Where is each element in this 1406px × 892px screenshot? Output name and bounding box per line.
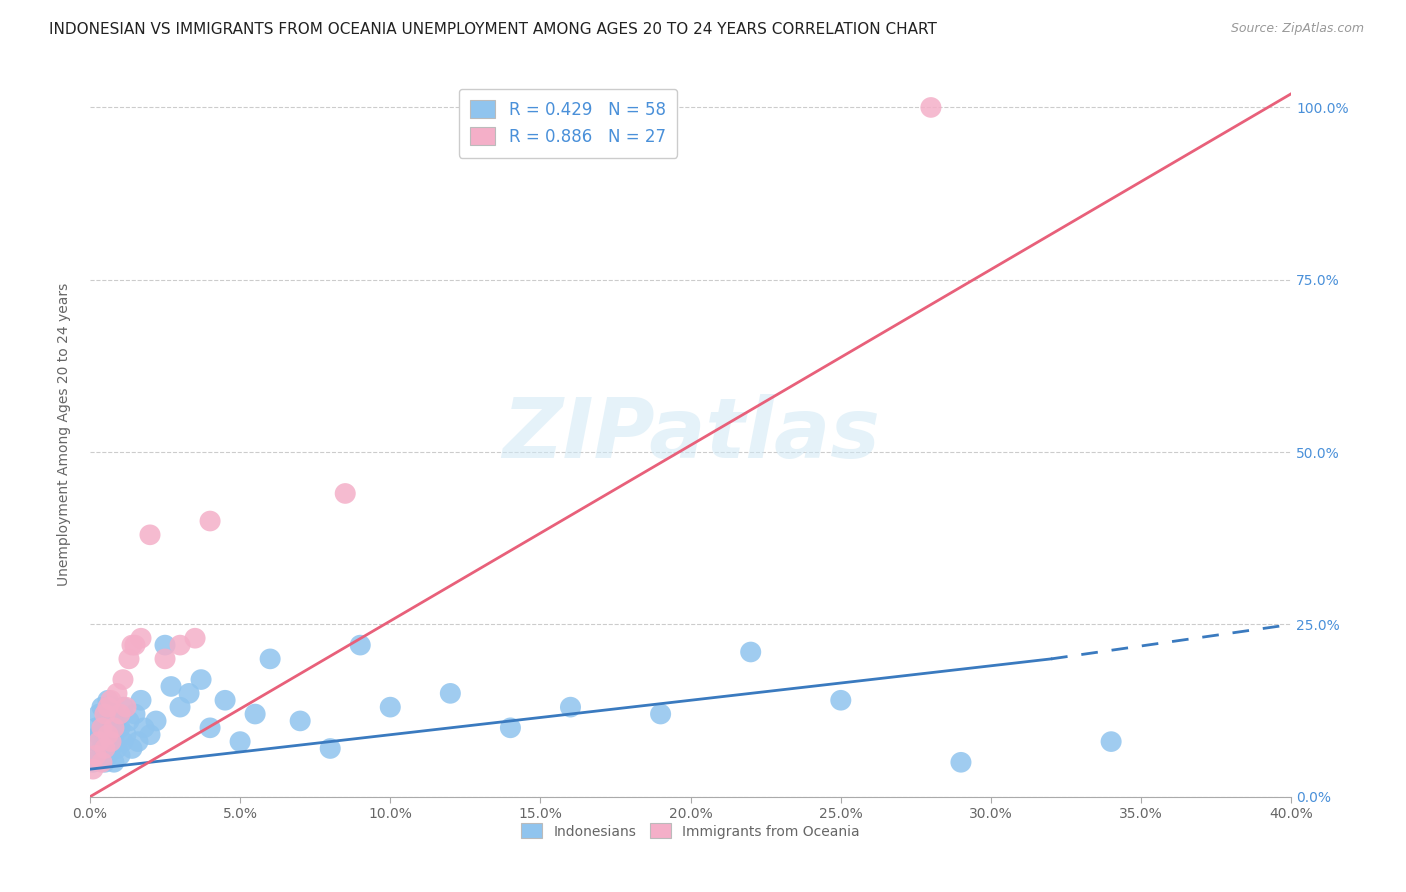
Ellipse shape <box>131 628 152 648</box>
Ellipse shape <box>94 731 115 752</box>
Ellipse shape <box>94 739 115 759</box>
Ellipse shape <box>89 724 110 745</box>
Ellipse shape <box>155 648 176 669</box>
Ellipse shape <box>440 683 461 704</box>
Ellipse shape <box>104 717 125 739</box>
Ellipse shape <box>112 669 134 690</box>
Legend: Indonesians, Immigrants from Oceania: Indonesians, Immigrants from Oceania <box>516 818 865 844</box>
Ellipse shape <box>112 731 134 752</box>
Ellipse shape <box>91 717 112 739</box>
Ellipse shape <box>86 717 107 739</box>
Text: INDONESIAN VS IMMIGRANTS FROM OCEANIA UNEMPLOYMENT AMONG AGES 20 TO 24 YEARS COR: INDONESIAN VS IMMIGRANTS FROM OCEANIA UN… <box>49 22 936 37</box>
Ellipse shape <box>191 669 211 690</box>
Ellipse shape <box>107 683 128 704</box>
Ellipse shape <box>97 724 118 745</box>
Ellipse shape <box>118 711 139 731</box>
Ellipse shape <box>160 676 181 697</box>
Ellipse shape <box>184 628 205 648</box>
Ellipse shape <box>128 731 149 752</box>
Ellipse shape <box>104 704 125 724</box>
Ellipse shape <box>97 724 118 745</box>
Ellipse shape <box>89 731 110 752</box>
Ellipse shape <box>290 711 311 731</box>
Ellipse shape <box>650 704 671 724</box>
Ellipse shape <box>125 635 145 656</box>
Ellipse shape <box>380 697 401 717</box>
Ellipse shape <box>134 717 155 739</box>
Ellipse shape <box>97 690 118 711</box>
Ellipse shape <box>319 739 340 759</box>
Ellipse shape <box>131 690 152 711</box>
Ellipse shape <box>118 648 139 669</box>
Ellipse shape <box>121 635 142 656</box>
Ellipse shape <box>110 717 131 739</box>
Ellipse shape <box>179 683 200 704</box>
Ellipse shape <box>89 704 110 724</box>
Ellipse shape <box>91 717 112 739</box>
Ellipse shape <box>110 745 131 765</box>
Ellipse shape <box>97 697 118 717</box>
Ellipse shape <box>107 739 128 759</box>
Ellipse shape <box>83 752 104 772</box>
Ellipse shape <box>89 745 110 765</box>
Ellipse shape <box>170 635 191 656</box>
Ellipse shape <box>112 697 134 717</box>
Ellipse shape <box>86 731 107 752</box>
Ellipse shape <box>94 752 115 772</box>
Ellipse shape <box>170 697 191 717</box>
Ellipse shape <box>139 524 160 545</box>
Y-axis label: Unemployment Among Ages 20 to 24 years: Unemployment Among Ages 20 to 24 years <box>58 284 72 587</box>
Ellipse shape <box>100 697 121 717</box>
Ellipse shape <box>100 739 121 759</box>
Ellipse shape <box>91 739 112 759</box>
Ellipse shape <box>200 717 221 739</box>
Ellipse shape <box>115 697 136 717</box>
Ellipse shape <box>139 724 160 745</box>
Ellipse shape <box>100 731 121 752</box>
Ellipse shape <box>100 690 121 711</box>
Ellipse shape <box>107 711 128 731</box>
Ellipse shape <box>145 711 166 731</box>
Text: ZIPatlas: ZIPatlas <box>502 394 880 475</box>
Ellipse shape <box>560 697 581 717</box>
Ellipse shape <box>1101 731 1122 752</box>
Ellipse shape <box>229 731 250 752</box>
Ellipse shape <box>260 648 281 669</box>
Ellipse shape <box>110 704 131 724</box>
Ellipse shape <box>121 739 142 759</box>
Ellipse shape <box>200 511 221 532</box>
Ellipse shape <box>94 704 115 724</box>
Ellipse shape <box>91 752 112 772</box>
Ellipse shape <box>215 690 236 711</box>
Ellipse shape <box>83 759 104 780</box>
Text: Source: ZipAtlas.com: Source: ZipAtlas.com <box>1230 22 1364 36</box>
Ellipse shape <box>100 717 121 739</box>
Ellipse shape <box>350 635 371 656</box>
Ellipse shape <box>104 752 125 772</box>
Ellipse shape <box>740 641 761 663</box>
Ellipse shape <box>125 704 145 724</box>
Ellipse shape <box>831 690 851 711</box>
Ellipse shape <box>501 717 522 739</box>
Ellipse shape <box>86 745 107 765</box>
Ellipse shape <box>335 483 356 504</box>
Ellipse shape <box>950 752 972 772</box>
Ellipse shape <box>97 745 118 765</box>
Ellipse shape <box>91 697 112 717</box>
Ellipse shape <box>921 97 942 118</box>
Ellipse shape <box>155 635 176 656</box>
Ellipse shape <box>115 724 136 745</box>
Ellipse shape <box>104 724 125 745</box>
Ellipse shape <box>245 704 266 724</box>
Ellipse shape <box>94 711 115 731</box>
